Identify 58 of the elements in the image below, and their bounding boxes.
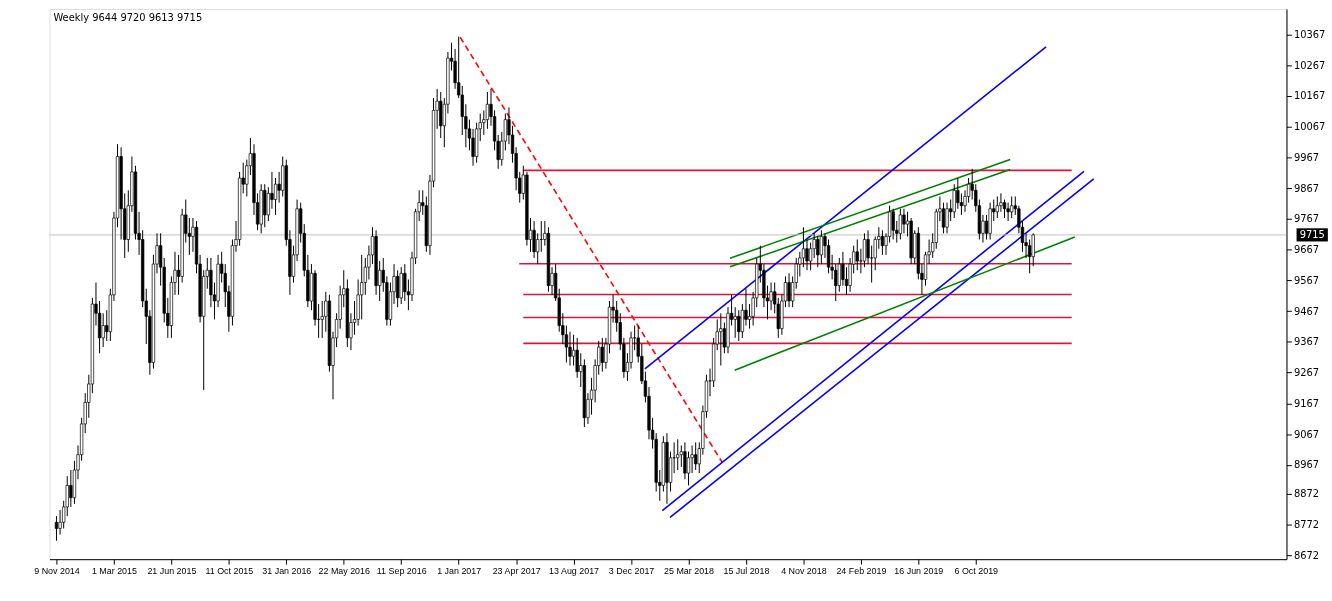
candlestick	[898, 208, 903, 240]
x-tick-label: 22 May 2016	[318, 565, 371, 576]
y-tick-label: 9267	[1293, 367, 1320, 379]
x-tick-label: 31 Jan 2016	[262, 565, 312, 576]
x-tick-label: 24 Feb 2019	[836, 565, 887, 576]
x-tick-label: 13 Aug 2017	[549, 565, 600, 576]
x-tick-label: 11 Oct 2015	[205, 565, 254, 576]
ref-line-label: 9715	[1299, 228, 1325, 240]
x-tick-label: 21 Jun 2015	[147, 565, 197, 576]
x-tick-label: 15 Jul 2018	[723, 565, 770, 576]
candlestick	[880, 229, 885, 256]
candlestick	[816, 235, 820, 268]
y-tick-label: 9067	[1293, 428, 1320, 440]
candlestick	[737, 309, 741, 342]
x-tick-label: 25 Mar 2018	[664, 565, 715, 576]
candlestick	[891, 208, 895, 240]
candlestick	[694, 441, 698, 471]
candlestick	[101, 312, 105, 348]
candlestick	[819, 229, 823, 265]
x-tick-label: 23 Apr 2017	[492, 565, 541, 576]
y-tick-label: 9967	[1293, 151, 1320, 163]
x-tick-label: 6 Oct 2019	[954, 565, 999, 576]
y-tick-label: 10067	[1293, 121, 1326, 133]
y-tick-label: 8967	[1293, 459, 1320, 471]
y-tick-label: 9467	[1293, 305, 1320, 317]
candlestick	[1006, 202, 1010, 222]
y-tick-label: 8772	[1293, 519, 1320, 531]
y-tick-label: 9367	[1293, 336, 1320, 348]
candlestick	[54, 515, 59, 542]
x-tick-label: 11 Sep 2016	[376, 565, 427, 576]
y-tick-label: 9767	[1293, 213, 1320, 225]
candlestick	[787, 272, 791, 308]
y-tick-label: 10267	[1293, 59, 1326, 71]
x-tick-label: 9 Nov 2014	[34, 565, 80, 576]
candlestick	[719, 312, 723, 367]
candlestick	[855, 239, 859, 271]
candlestick	[600, 337, 604, 373]
y-tick-label: 10367	[1293, 28, 1326, 40]
candlestick	[902, 208, 906, 234]
candlestick	[676, 438, 680, 471]
candlestick	[1010, 195, 1014, 219]
y-tick-label: 9567	[1293, 274, 1320, 286]
candlestick	[995, 195, 999, 219]
y-tick-label: 10167	[1293, 90, 1326, 102]
candlestick	[733, 306, 737, 339]
chart-title: Weekly 9644 9720 9613 9715	[53, 11, 203, 23]
y-tick-label: 9667	[1293, 244, 1320, 256]
candlestick	[69, 469, 73, 508]
x-tick-label: 1 Jan 2017	[437, 565, 482, 576]
y-tick-label: 9167	[1293, 397, 1320, 409]
x-tick-label: 3 Dec 2017	[608, 565, 655, 576]
x-tick-label: 16 Jun 2019	[894, 565, 944, 576]
y-tick-label: 8672	[1293, 549, 1320, 561]
y-tick-label: 8872	[1293, 488, 1320, 500]
x-tick-label: 1 Mar 2015	[91, 565, 137, 576]
y-tick-label: 9867	[1293, 182, 1320, 194]
candlestick	[945, 202, 949, 234]
x-tick-label: 4 Nov 2018	[781, 565, 827, 576]
